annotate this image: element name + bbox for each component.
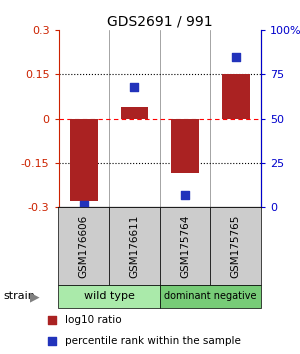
Bar bbox=[222, 74, 250, 119]
Title: GDS2691 / 991: GDS2691 / 991 bbox=[107, 15, 213, 29]
Bar bbox=[171, 119, 199, 173]
Text: dominant negative: dominant negative bbox=[164, 291, 256, 302]
Text: GSM176606: GSM176606 bbox=[79, 215, 89, 278]
Bar bbox=[160, 285, 261, 308]
Text: GSM176611: GSM176611 bbox=[129, 214, 140, 278]
Bar bbox=[121, 107, 148, 119]
Text: GSM175765: GSM175765 bbox=[231, 214, 241, 278]
Bar bbox=[160, 207, 210, 285]
Bar bbox=[58, 207, 109, 285]
Text: ▶: ▶ bbox=[30, 290, 39, 303]
Point bbox=[132, 84, 137, 90]
Bar bbox=[109, 207, 160, 285]
Bar bbox=[58, 285, 160, 308]
Point bbox=[183, 192, 188, 198]
Text: strain: strain bbox=[3, 291, 35, 302]
Text: wild type: wild type bbox=[84, 291, 135, 302]
Text: GSM175764: GSM175764 bbox=[180, 214, 190, 278]
Text: percentile rank within the sample: percentile rank within the sample bbox=[65, 336, 241, 346]
Bar bbox=[210, 207, 261, 285]
Point bbox=[81, 202, 86, 208]
Point bbox=[50, 338, 55, 344]
Bar bbox=[70, 119, 98, 201]
Point bbox=[50, 317, 55, 323]
Point bbox=[233, 54, 238, 59]
Text: log10 ratio: log10 ratio bbox=[65, 315, 122, 325]
